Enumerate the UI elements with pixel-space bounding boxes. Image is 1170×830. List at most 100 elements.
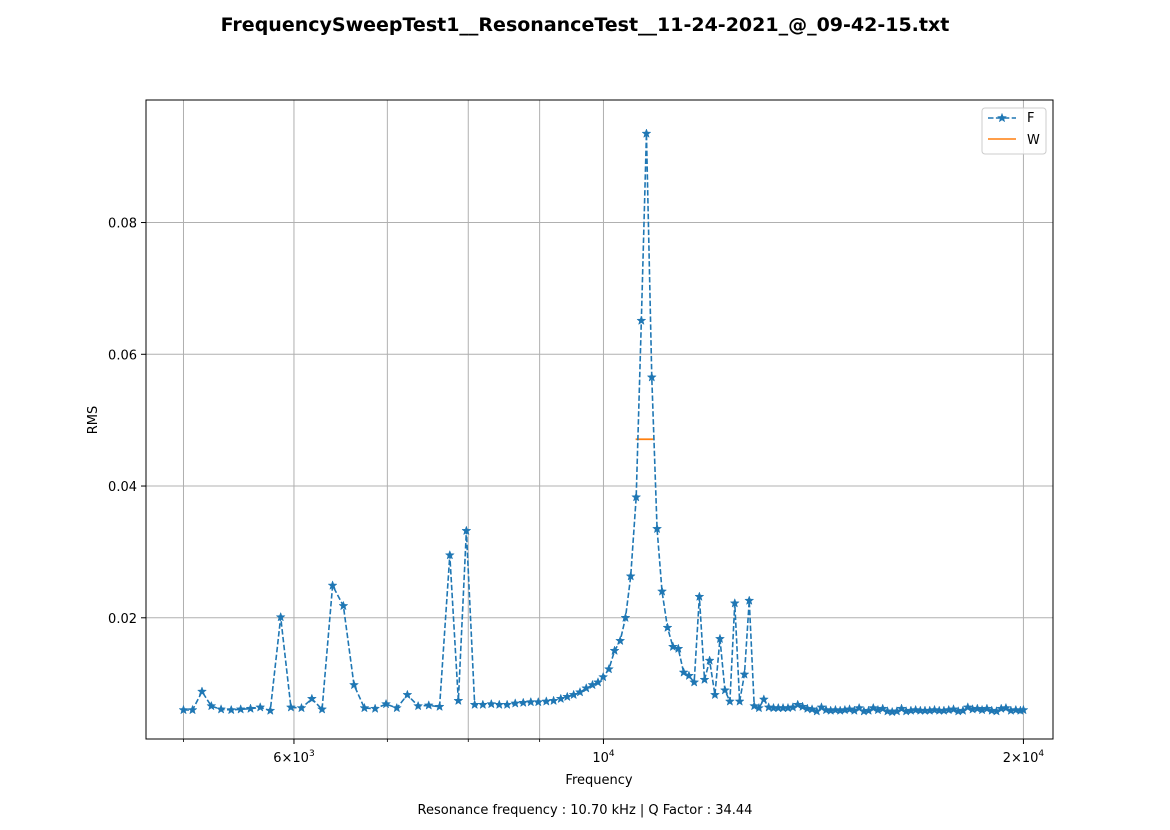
legend-star-icon (996, 112, 1008, 123)
series-f-point (734, 696, 745, 706)
series-f-point (285, 702, 296, 712)
series-f-point (370, 703, 381, 713)
series-f-point (667, 641, 678, 652)
series-f-point (877, 703, 888, 713)
series-f-point (510, 698, 521, 708)
series-f-point (797, 701, 808, 712)
series-f-point (486, 698, 497, 709)
series-f-point (694, 591, 705, 602)
series-f-point (948, 704, 959, 714)
plot-area-frame (145, 99, 1054, 740)
caption-resonance: Resonance frequency : 10.70 kHz | Q Fact… (418, 803, 753, 818)
series-f-point (226, 704, 237, 715)
series-f-point (678, 667, 689, 677)
series-f-point (656, 586, 668, 596)
series-f-point (821, 704, 832, 715)
series-f-point (306, 693, 317, 704)
x-axis-ticks: 6×103 104 2×104 (183, 739, 1044, 766)
series-f-point (724, 696, 735, 706)
series-f-point (453, 695, 464, 706)
legend-label-w: W (1027, 133, 1040, 148)
series-f-point (981, 703, 992, 713)
series-f-point (744, 595, 755, 605)
legend-box (981, 107, 1047, 155)
series-f-point (317, 704, 328, 714)
series-f (178, 128, 1029, 717)
series-f-point (830, 704, 841, 715)
y-tick-label: 0.08 (108, 217, 137, 232)
series-f-point (338, 600, 349, 611)
series-f-point (265, 705, 276, 715)
series-f-point (216, 704, 227, 714)
y-axis-label: RMS (86, 406, 101, 435)
series-f-point (434, 701, 445, 712)
series-f-point (962, 702, 973, 712)
y-tick-label: 0.04 (108, 480, 137, 495)
series-f-point (625, 570, 636, 581)
y-tick-label: 0.06 (108, 348, 137, 363)
series-f-point (603, 663, 614, 674)
series-f-point (652, 523, 663, 534)
series-f-point (348, 679, 360, 690)
legend-marker-f (996, 112, 1008, 123)
series-f-point (555, 693, 566, 704)
series-f-point (729, 597, 740, 608)
series-f-point (683, 670, 694, 681)
series-f-point (461, 525, 472, 536)
legend-label-f: F (1027, 111, 1034, 126)
series-f-point (882, 706, 893, 716)
series-f-point (739, 669, 750, 679)
series-f-point (402, 689, 413, 700)
series-f-point (673, 643, 684, 654)
series-f-point (327, 580, 338, 590)
series-f-point (391, 702, 402, 713)
series-f-point (636, 315, 647, 325)
series-f-point (359, 702, 370, 713)
grid (146, 100, 1053, 739)
series-f-point (699, 674, 710, 685)
series-f-point (620, 612, 631, 623)
series-f-point (641, 128, 652, 138)
series-f-point (719, 684, 730, 695)
series-f-point (609, 645, 620, 656)
series-f-point (296, 702, 307, 713)
series-f-point (477, 699, 488, 710)
series-f-point (816, 702, 827, 712)
series-f-point (631, 491, 642, 502)
series-f-point (592, 677, 604, 687)
series-f-point (581, 682, 592, 693)
series-f-point (568, 689, 579, 700)
series-f-point (662, 622, 673, 632)
series-f-point (533, 696, 544, 707)
series-f-point (758, 694, 769, 704)
series-f-point (1018, 704, 1029, 715)
series-f-point (275, 611, 286, 622)
series-f-point (444, 549, 455, 560)
series-f-point (854, 702, 865, 713)
series-f-point (709, 689, 720, 700)
chart-title: FrequencySweepTest1__ResonanceTest__11-2… (221, 14, 950, 36)
x-axis-label: Frequency (565, 773, 632, 788)
series-f-point (749, 700, 760, 711)
series-f-point (646, 372, 657, 382)
series-f-point (502, 699, 513, 710)
series-f-point (986, 705, 997, 715)
series-f-point (792, 699, 803, 710)
series-f-point (704, 655, 715, 665)
series-f-point (381, 698, 392, 709)
x-tick-label: 6×103 (273, 749, 314, 766)
series-f-point (910, 704, 921, 715)
series-f-point (178, 704, 189, 715)
series-f-point (714, 633, 726, 644)
series-f-point (413, 700, 424, 711)
x-tick-label: 104 (592, 749, 615, 766)
series-f-point (469, 699, 480, 710)
series-f-point (896, 703, 907, 713)
series-f-point (235, 704, 246, 714)
series-f-point (187, 704, 198, 715)
series-f-point (802, 703, 813, 713)
series-f-point (807, 704, 818, 714)
x-tick-label: 2×104 (1003, 749, 1045, 766)
series-f-point (615, 635, 626, 646)
